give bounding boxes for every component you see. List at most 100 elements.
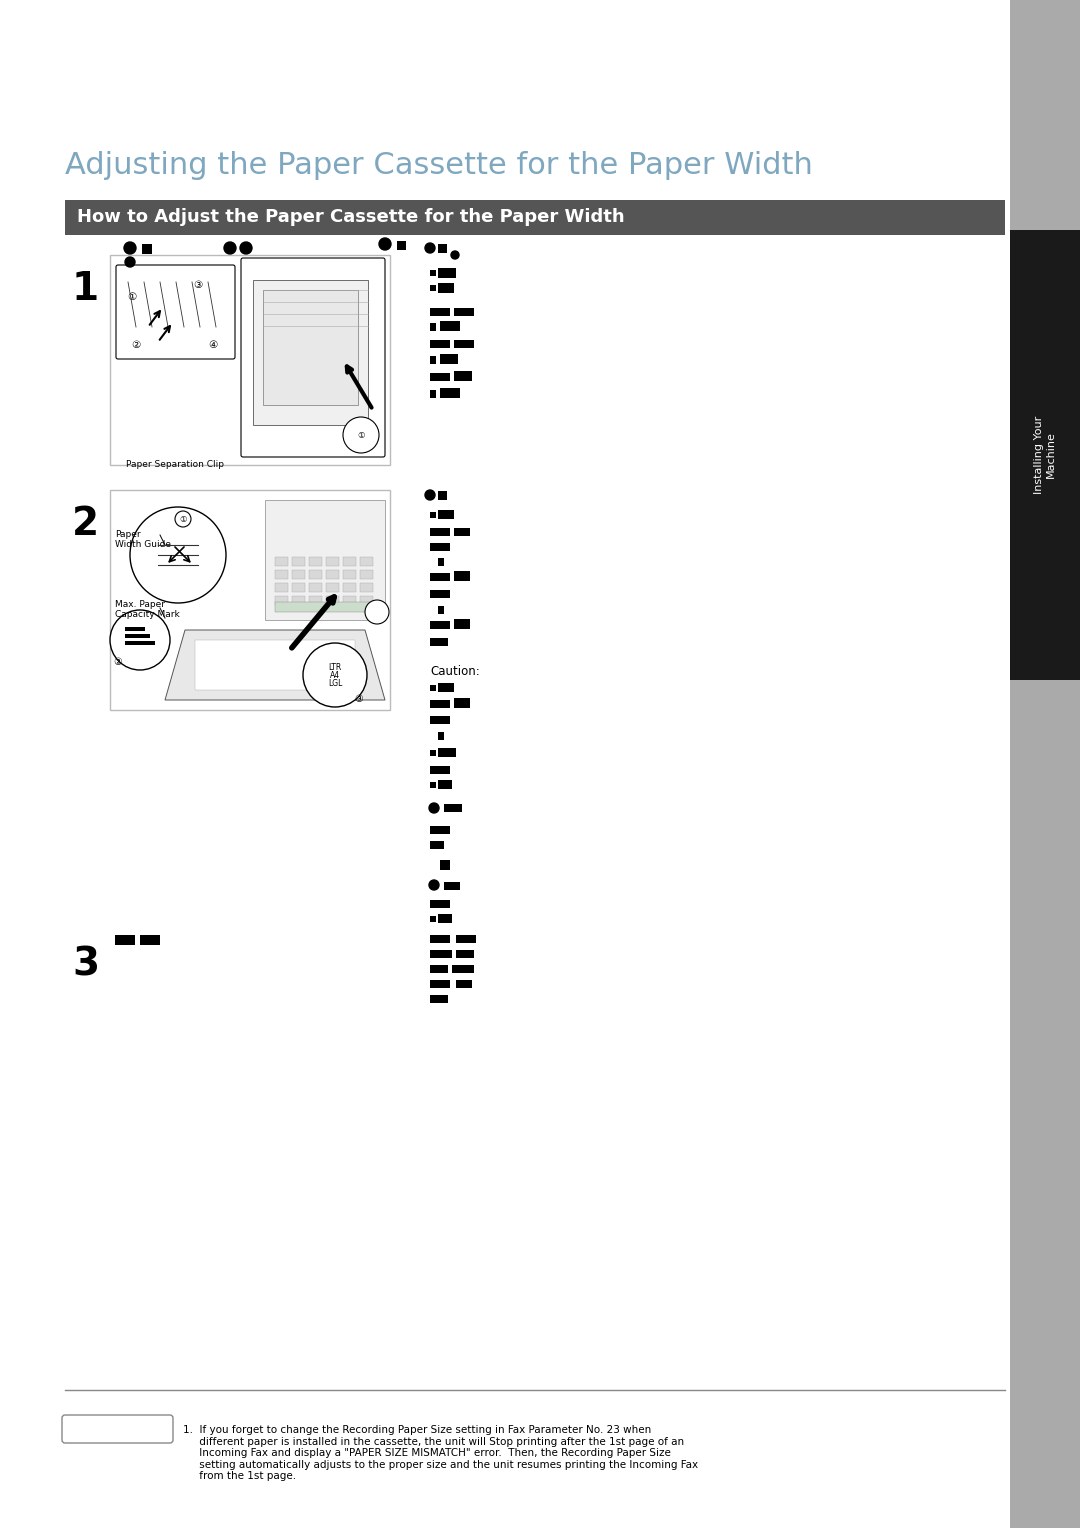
Text: Adjusting the Paper Cassette for the Paper Width: Adjusting the Paper Cassette for the Pap… (65, 150, 813, 179)
Bar (454, 571, 470, 581)
Polygon shape (165, 630, 384, 700)
Bar (438, 732, 444, 740)
Text: ①: ① (127, 292, 137, 303)
Text: LTR: LTR (328, 663, 341, 671)
Circle shape (429, 880, 438, 889)
Bar (454, 341, 474, 348)
Bar (430, 322, 436, 332)
Bar (444, 882, 460, 889)
Bar (275, 602, 370, 613)
Text: Max. Paper
Capacity Mark: Max. Paper Capacity Mark (114, 601, 179, 619)
Bar (440, 388, 460, 397)
Bar (292, 558, 305, 565)
Text: ②: ② (113, 657, 122, 668)
Circle shape (429, 804, 438, 813)
Bar (292, 584, 305, 591)
Bar (430, 766, 450, 775)
Bar (430, 750, 436, 756)
Text: 3: 3 (72, 944, 99, 983)
Bar (360, 558, 373, 565)
Bar (1010, 0, 1080, 1528)
Bar (264, 290, 357, 405)
Text: ②: ② (132, 341, 140, 350)
Bar (360, 596, 373, 605)
Text: A4: A4 (329, 671, 340, 680)
Bar (430, 639, 448, 646)
Bar (430, 840, 444, 850)
Bar (454, 309, 474, 316)
Text: ③: ③ (193, 280, 203, 290)
Bar (453, 966, 474, 973)
Bar (140, 935, 160, 944)
Bar (114, 935, 135, 944)
Bar (430, 950, 453, 958)
Bar (343, 570, 356, 579)
Circle shape (240, 241, 252, 254)
Text: ①: ① (357, 431, 365, 440)
Text: Paper Separation Clip: Paper Separation Clip (126, 460, 224, 469)
Bar (110, 490, 390, 711)
Bar (430, 573, 450, 581)
Bar (430, 309, 450, 316)
Bar (438, 607, 444, 614)
Bar (430, 995, 448, 1002)
FancyBboxPatch shape (241, 258, 384, 457)
Bar (430, 700, 450, 707)
Bar (430, 590, 450, 597)
Bar (125, 642, 156, 645)
Bar (275, 570, 288, 579)
Bar (292, 596, 305, 605)
FancyBboxPatch shape (116, 264, 235, 359)
Bar (430, 529, 450, 536)
Circle shape (365, 601, 389, 623)
Circle shape (125, 257, 135, 267)
Circle shape (426, 243, 435, 254)
Bar (430, 512, 436, 518)
Bar (438, 283, 454, 293)
Bar (343, 584, 356, 591)
Bar (444, 804, 462, 811)
Text: Installing Your
Machine: Installing Your Machine (1035, 416, 1056, 494)
Text: Paper
Width Guide: Paper Width Guide (114, 530, 171, 550)
Bar (438, 490, 447, 500)
Text: LGL: LGL (328, 678, 342, 688)
Bar (430, 270, 436, 277)
Bar (454, 698, 470, 707)
Bar (326, 558, 339, 565)
Bar (430, 286, 436, 290)
Bar (326, 570, 339, 579)
Bar (253, 280, 368, 425)
Bar (430, 827, 450, 834)
Bar (430, 542, 450, 552)
Circle shape (175, 510, 191, 527)
Bar (141, 244, 152, 254)
Circle shape (303, 643, 367, 707)
Bar (275, 558, 288, 565)
Bar (326, 596, 339, 605)
Text: 2: 2 (72, 504, 99, 542)
FancyBboxPatch shape (62, 1415, 173, 1442)
Text: 1.  If you forget to change the Recording Paper Size setting in Fax Parameter No: 1. If you forget to change the Recording… (183, 1426, 698, 1482)
Bar (430, 935, 450, 943)
Bar (309, 570, 322, 579)
Bar (343, 558, 356, 565)
Bar (65, 200, 1005, 235)
Bar (430, 356, 436, 364)
Bar (438, 683, 454, 692)
Bar (326, 584, 339, 591)
Bar (195, 640, 355, 691)
Circle shape (379, 238, 391, 251)
Bar (430, 341, 450, 348)
Bar (309, 584, 322, 591)
Circle shape (124, 241, 136, 254)
Bar (275, 584, 288, 591)
Text: ③: ③ (354, 694, 363, 704)
Bar (454, 619, 470, 630)
Circle shape (224, 241, 237, 254)
Bar (110, 255, 390, 465)
Circle shape (110, 610, 170, 669)
Bar (125, 626, 145, 631)
Circle shape (426, 490, 435, 500)
Bar (430, 390, 436, 397)
Bar (438, 914, 453, 923)
